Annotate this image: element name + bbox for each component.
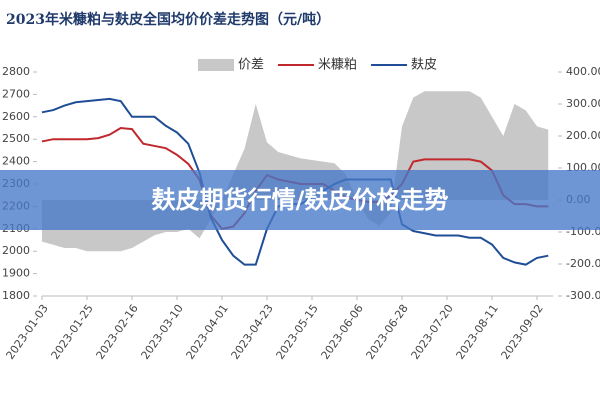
banner [0,170,600,230]
x-tick-label: 2023-01-25 [49,302,96,362]
y-tick-label: 1900 [2,267,30,280]
legend-label: 麸皮 [411,58,437,73]
x-tick-label: 2023-03-10 [139,302,186,362]
y2-tick-label: 300.00 [566,97,600,110]
x-tick-label: 2023-04-01 [184,302,231,362]
y2-tick-label: 400.00 [566,65,600,78]
legend-label: 米糠粕 [318,57,357,73]
x-tick-label: 2023-06-06 [319,302,366,362]
y-tick-label: 2400 [2,155,30,168]
x-tick-label: 2023-09-02 [499,302,546,362]
y-tick-label: 2600 [2,110,30,123]
y-tick-label: 2000 [2,244,30,257]
x-tick-label: 2023-06-28 [364,302,411,362]
x-tick-label: 2023-07-20 [409,302,456,362]
y2-tick-label: -300.00 [566,289,600,302]
chart-title: 2023年米糠粕与麸皮全国均价价差走势图（元/吨） [6,11,330,28]
y2-tick-label: -200.00 [566,257,600,270]
y-tick-label: 2800 [2,65,30,78]
x-tick-label: 2023-01-03 [4,302,51,362]
x-tick-label: 2023-05-15 [274,302,321,362]
x-tick-label: 2023-04-23 [229,302,276,362]
x-tick-label: 2023-08-11 [454,302,501,362]
legend-swatch [198,59,234,71]
y-tick-label: 2500 [2,132,30,145]
banner-text: 麸皮期货行情/麸皮价格走势 [152,186,449,214]
y-tick-label: 2700 [2,87,30,100]
legend-label: 价差 [238,58,264,73]
y2-tick-label: 200.00 [566,129,600,142]
y-tick-label: 1800 [2,289,30,302]
x-tick-label: 2023-02-16 [94,302,141,362]
